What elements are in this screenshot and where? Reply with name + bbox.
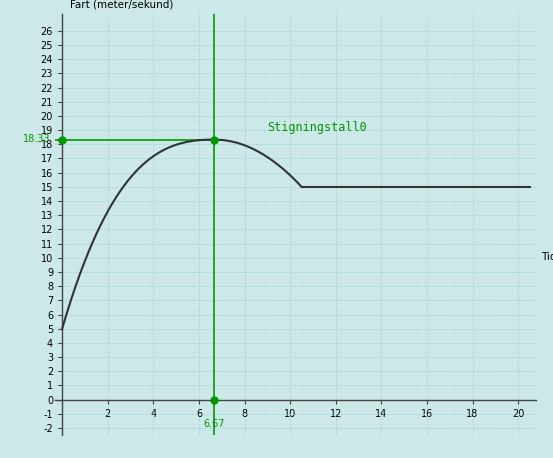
Text: 18.33: 18.33	[23, 134, 51, 144]
Text: Fart (meter/sekund): Fart (meter/sekund)	[70, 0, 173, 10]
Text: Stigningstall0: Stigningstall0	[267, 121, 367, 135]
Text: 6.67: 6.67	[204, 419, 225, 429]
Text: Tid (sekund): Tid (sekund)	[541, 251, 553, 261]
